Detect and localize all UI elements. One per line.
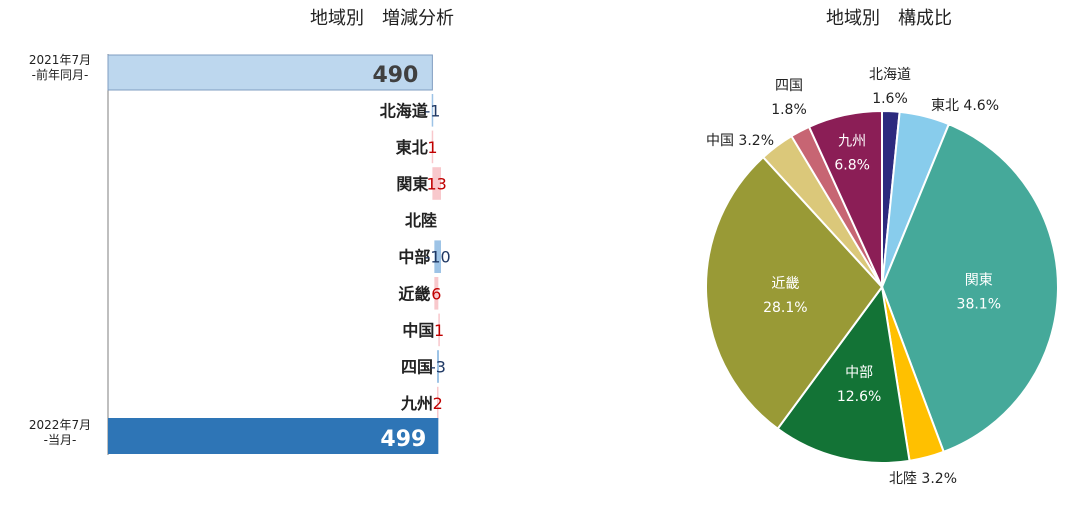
pie-value-label: 1.8%: [771, 102, 807, 118]
end-label: 2022年7月 -当月-: [14, 418, 106, 448]
waterfall-category-label: 東北: [396, 138, 428, 157]
start-label-month: 2021年7月: [28, 53, 92, 67]
waterfall-end-value: 499: [380, 427, 426, 452]
waterfall-category-label: 北海道: [380, 101, 428, 120]
waterfall-category-label: 関東: [396, 175, 428, 194]
pie-category-label: 近畿: [771, 276, 799, 292]
pie-value-label: 38.1%: [957, 297, 1001, 313]
waterfall-title: 地域別 増減分析: [310, 8, 454, 29]
pie-category-label: 北陸 3.2%: [889, 471, 957, 487]
end-label-month: 2022年7月: [28, 418, 92, 432]
waterfall-category-label: 近畿: [398, 284, 430, 303]
waterfall-value-label: -10: [425, 248, 451, 267]
pie-category-label: 北海道: [869, 67, 911, 83]
pie-value-label: 28.1%: [763, 300, 807, 316]
pie-category-label: 四国: [775, 78, 803, 94]
pie-title: 地域別 構成比: [826, 8, 952, 29]
waterfall-category-label: 中国: [402, 321, 434, 340]
waterfall-bar-6: [434, 277, 439, 310]
waterfall-category-label: 九州: [400, 394, 433, 413]
pie-slice-9: [807, 109, 883, 288]
waterfall-value-label: -3: [430, 358, 446, 377]
waterfall-value-label: 13: [427, 175, 447, 194]
waterfall-value-label: 6: [431, 284, 441, 303]
waterfall-start-bar: [107, 54, 433, 91]
pie-category-label: 東北 4.6%: [931, 98, 999, 114]
pie-category-label: 九州: [838, 133, 866, 149]
waterfall-start-value: 490: [372, 63, 418, 88]
pie-value-label: 1.6%: [872, 91, 908, 107]
waterfall-bar-8: [437, 350, 439, 383]
waterfall-category-label: 北陸: [405, 211, 437, 230]
waterfall-end-bar: [108, 418, 439, 454]
waterfall-bar-5: [434, 240, 441, 273]
waterfall-category-label: 中部: [398, 248, 430, 267]
start-label-caption: -前年同月-: [31, 68, 89, 82]
waterfall-bar-2: [431, 130, 434, 164]
pie-slice-5: [776, 284, 911, 464]
waterfall-value-label: 1: [434, 321, 444, 340]
waterfall-value-label: 2: [433, 394, 443, 413]
pie-slice-3: [880, 122, 1059, 454]
waterfall-bar-3: [432, 167, 441, 200]
pie-value-label: 12.6%: [837, 389, 881, 405]
pie-category-label: 中部: [845, 365, 873, 381]
pie-category-label: 関東: [965, 273, 993, 289]
waterfall-value-label: 1: [427, 138, 437, 157]
pie-category-label: 中国 3.2%: [706, 133, 774, 149]
pie-chart: 北海道 1.6% 東北 4.6% 関東 38.1% 北陸 3.2% 中部 12.6% 近畿 28.…: [705, 67, 1059, 487]
start-label: 2021年7月 -前年同月-: [14, 53, 106, 83]
waterfall-bar-9: [437, 386, 439, 420]
waterfall-category-label: 四国: [401, 358, 433, 377]
end-label-caption: -当月-: [43, 433, 77, 447]
waterfall-bar-1: [431, 94, 434, 127]
pie-value-label: 6.8%: [834, 157, 870, 173]
pie-slice-6: [705, 155, 884, 431]
waterfall-value-label: -1: [424, 101, 440, 120]
waterfall-bar-7: [438, 313, 440, 347]
